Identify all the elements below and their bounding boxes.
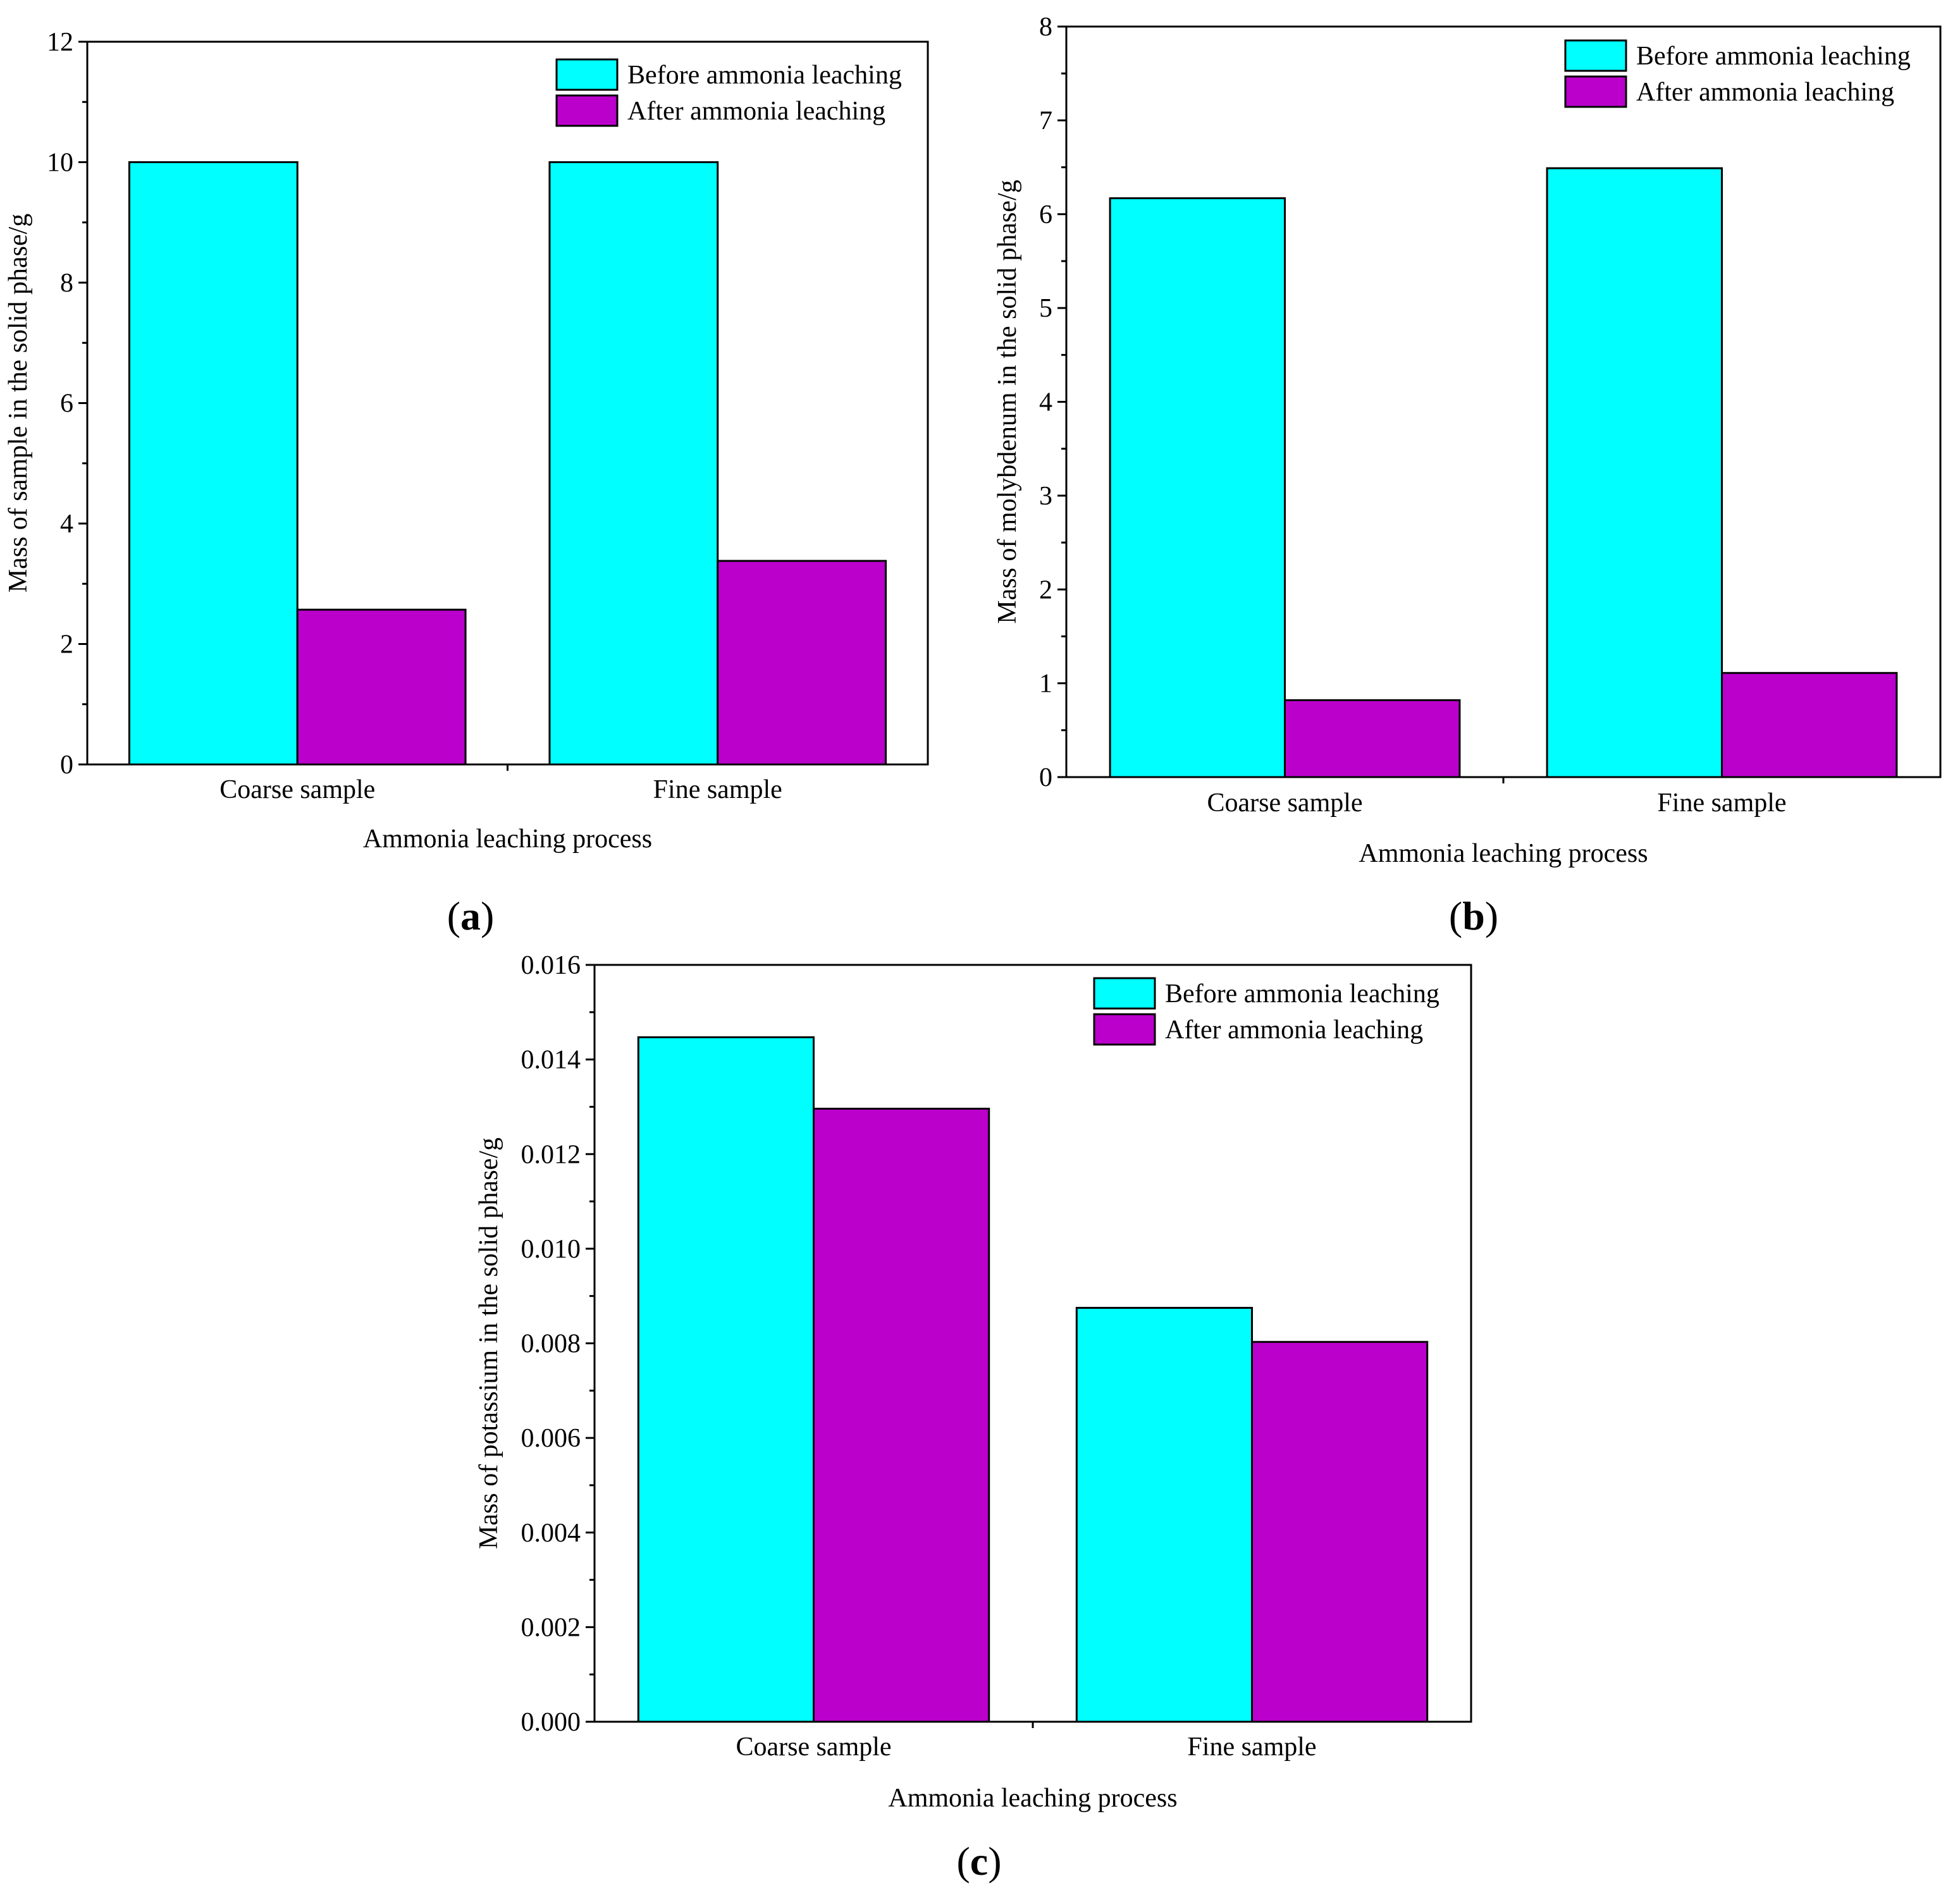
panel-c-chart: Coarse sample Fine sample 0.000 0.002 0.004 0…	[474, 951, 1472, 1884]
bar-a-after-fine	[717, 560, 887, 766]
legend-label-b-before: Before ammonia leaching	[1636, 42, 1911, 71]
y-axis-label-c: Mass of potassium in the solid phase/g	[474, 1138, 503, 1549]
y-tick-label-c-5: 0.010	[521, 1235, 581, 1264]
legend-swatch-c-after	[1093, 1013, 1156, 1046]
legend-label-a-before: Before ammonia leaching	[627, 61, 902, 90]
bar-a-after-coarse	[296, 608, 467, 766]
y-tick-label-a-4: 8	[60, 269, 73, 298]
y-tick-label-b-7: 7	[1039, 106, 1052, 135]
y-axis-label-a: Mass of sample in the solid phase/g	[4, 214, 33, 593]
panel-label-a: (a)	[447, 893, 495, 938]
y-tick-label-a-5: 10	[47, 149, 73, 178]
legend-swatch-b-before	[1564, 39, 1627, 72]
panel-label-b: (b)	[1449, 893, 1498, 938]
y-tick-label-c-6: 0.012	[521, 1140, 581, 1169]
legend-label-b-after: After ammonia leaching	[1636, 78, 1894, 107]
y-tick-label-b-3: 3	[1039, 482, 1052, 511]
x-axis-label-c: Ammonia leaching process	[888, 1784, 1177, 1813]
y-tick-label-a-6: 12	[47, 28, 73, 57]
y-tick-label-b-6: 6	[1039, 200, 1052, 230]
y-tick-label-c-2: 0.004	[521, 1519, 581, 1548]
legend-swatch-a-after	[555, 94, 619, 127]
bar-a-before-fine	[548, 161, 719, 766]
y-tick-label-b-8: 8	[1039, 13, 1052, 42]
legend-label-c-before: Before ammonia leaching	[1165, 979, 1439, 1009]
x-tick-label-b-fine: Fine sample	[1657, 788, 1786, 818]
y-tick-label-a-2: 4	[60, 510, 73, 539]
y-tick-label-b-0: 0	[1039, 763, 1052, 792]
bar-b-before-coarse	[1109, 197, 1286, 778]
panel-a-chart: Coarse sample Fine sample 0 2 4 6 8 10 12 Ammonia…	[4, 28, 929, 938]
y-tick-label-a-0: 0	[60, 751, 73, 780]
y-tick-label-b-4: 4	[1039, 388, 1052, 417]
y-tick-label-c-8: 0.016	[521, 951, 581, 980]
x-tick-label-b-coarse: Coarse sample	[1207, 788, 1362, 818]
y-tick-label-c-3: 0.006	[521, 1424, 581, 1453]
bar-b-after-fine	[1721, 672, 1898, 778]
y-tick-label-b-1: 1	[1039, 670, 1052, 699]
y-tick-label-a-3: 6	[60, 389, 73, 419]
bar-a-before-coarse	[128, 161, 299, 766]
panel-label-c: (c)	[956, 1839, 1001, 1884]
y-tick-label-c-7: 0.014	[521, 1046, 581, 1075]
x-axis-label-b: Ammonia leaching process	[1359, 839, 1648, 868]
bar-b-before-fine	[1546, 167, 1723, 778]
bar-c-after-coarse	[813, 1107, 990, 1723]
legend-swatch-b-after	[1564, 75, 1627, 108]
y-tick-label-b-2: 2	[1039, 575, 1052, 604]
x-axis-label-a: Ammonia leaching process	[363, 825, 652, 854]
y-tick-label-c-4: 0.008	[521, 1330, 581, 1359]
legend-swatch-a-before	[555, 58, 619, 91]
x-tick-label-a-coarse: Coarse sample	[219, 775, 375, 804]
y-tick-label-c-0: 0.000	[521, 1708, 581, 1737]
legend-label-a-after: After ammonia leaching	[627, 97, 885, 126]
bar-c-after-fine	[1251, 1340, 1429, 1723]
bar-c-before-fine	[1075, 1306, 1254, 1723]
y-tick-label-b-5: 5	[1039, 294, 1052, 323]
y-axis-label-b: Mass of molybdenum in the solid phase/g	[993, 180, 1022, 623]
bar-b-after-coarse	[1284, 699, 1461, 778]
y-tick-label-a-1: 2	[60, 630, 73, 659]
bar-c-before-coarse	[637, 1036, 815, 1723]
x-tick-label-c-fine: Fine sample	[1187, 1732, 1316, 1762]
x-tick-label-c-coarse: Coarse sample	[736, 1732, 891, 1762]
panel-b-chart: Coarse sample Fine sample 0 1 2 3 4 5 6 7 8 Ammonia…	[993, 13, 1942, 938]
legend-label-c-after: After ammonia leaching	[1165, 1015, 1423, 1045]
x-tick-label-a-fine: Fine sample	[653, 775, 782, 804]
legend-swatch-c-before	[1093, 977, 1156, 1010]
y-tick-label-c-1: 0.002	[521, 1613, 581, 1642]
